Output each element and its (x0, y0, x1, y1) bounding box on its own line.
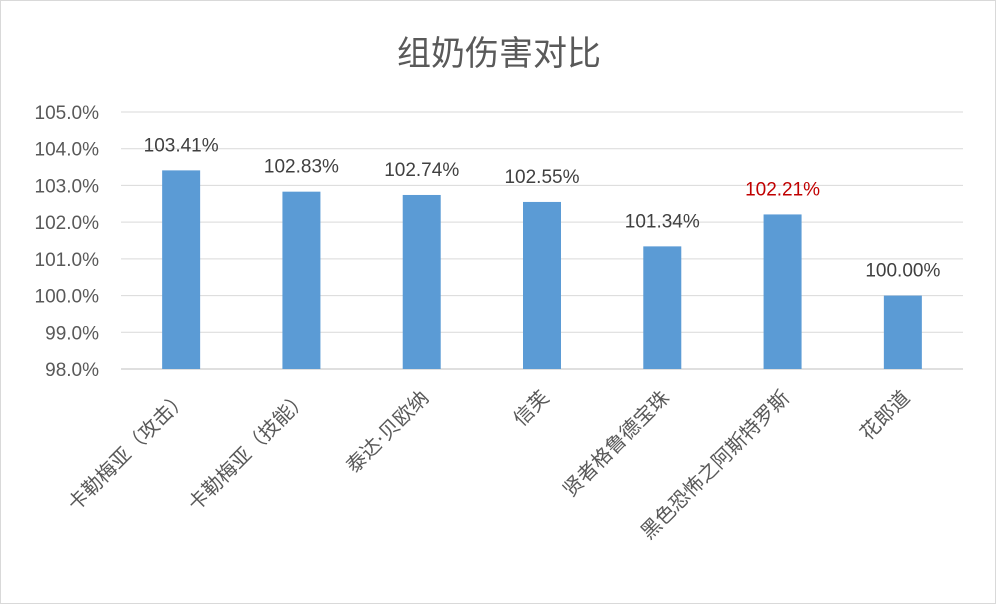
x-category-label: 贤者格鲁德宝珠 (558, 386, 674, 502)
bar (162, 170, 201, 369)
bar (763, 214, 802, 369)
x-category-label: 卡勒梅亚（攻击） (63, 386, 193, 516)
y-tick-label: 101.0% (35, 250, 100, 271)
y-tick-label: 100.0% (35, 287, 100, 308)
bar (402, 194, 441, 369)
data-labels: 103.41% 102.83% 102.74% 102.55% 101.34% 102.2… (144, 135, 941, 281)
y-tick-label: 105.0% (35, 103, 100, 124)
x-category-label: 卡勒梅亚（技能） (183, 386, 313, 516)
y-axis-tick-labels: 98.0% 99.0% 100.0% 101.0% 102.0% 103.0% 104.0%… (35, 103, 100, 381)
data-label: 100.00% (865, 261, 940, 282)
x-category-label: 花郎道 (855, 386, 914, 445)
data-label: 102.74% (384, 160, 459, 181)
y-tick-label: 99.0% (45, 323, 99, 344)
bar (883, 295, 922, 369)
bar (523, 201, 561, 369)
data-label: 102.21% (745, 179, 820, 200)
bar (282, 191, 321, 369)
x-axis-category-labels: 卡勒梅亚（攻击）卡勒梅亚（技能） 泰达·贝欧纳 信芙 贤者格鲁德宝珠黑色恐怖之阿斯特罗… (63, 386, 915, 544)
data-label: 102.83% (264, 157, 339, 178)
y-tick-label: 104.0% (35, 140, 100, 161)
bars (162, 170, 922, 369)
y-tick-label: 103.0% (35, 176, 100, 197)
chart-title: 组奶伤害对比 (397, 34, 601, 74)
x-category-label: 泰达·贝欧纳 (341, 386, 433, 478)
data-label: 101.34% (625, 211, 700, 232)
data-label: 102.55% (504, 167, 579, 188)
y-tick-label: 98.0% (45, 360, 99, 381)
y-tick-label: 102.0% (35, 213, 100, 234)
data-label: 103.41% (144, 135, 219, 156)
x-category-label: 信芙 (508, 386, 553, 431)
bar (643, 246, 682, 369)
